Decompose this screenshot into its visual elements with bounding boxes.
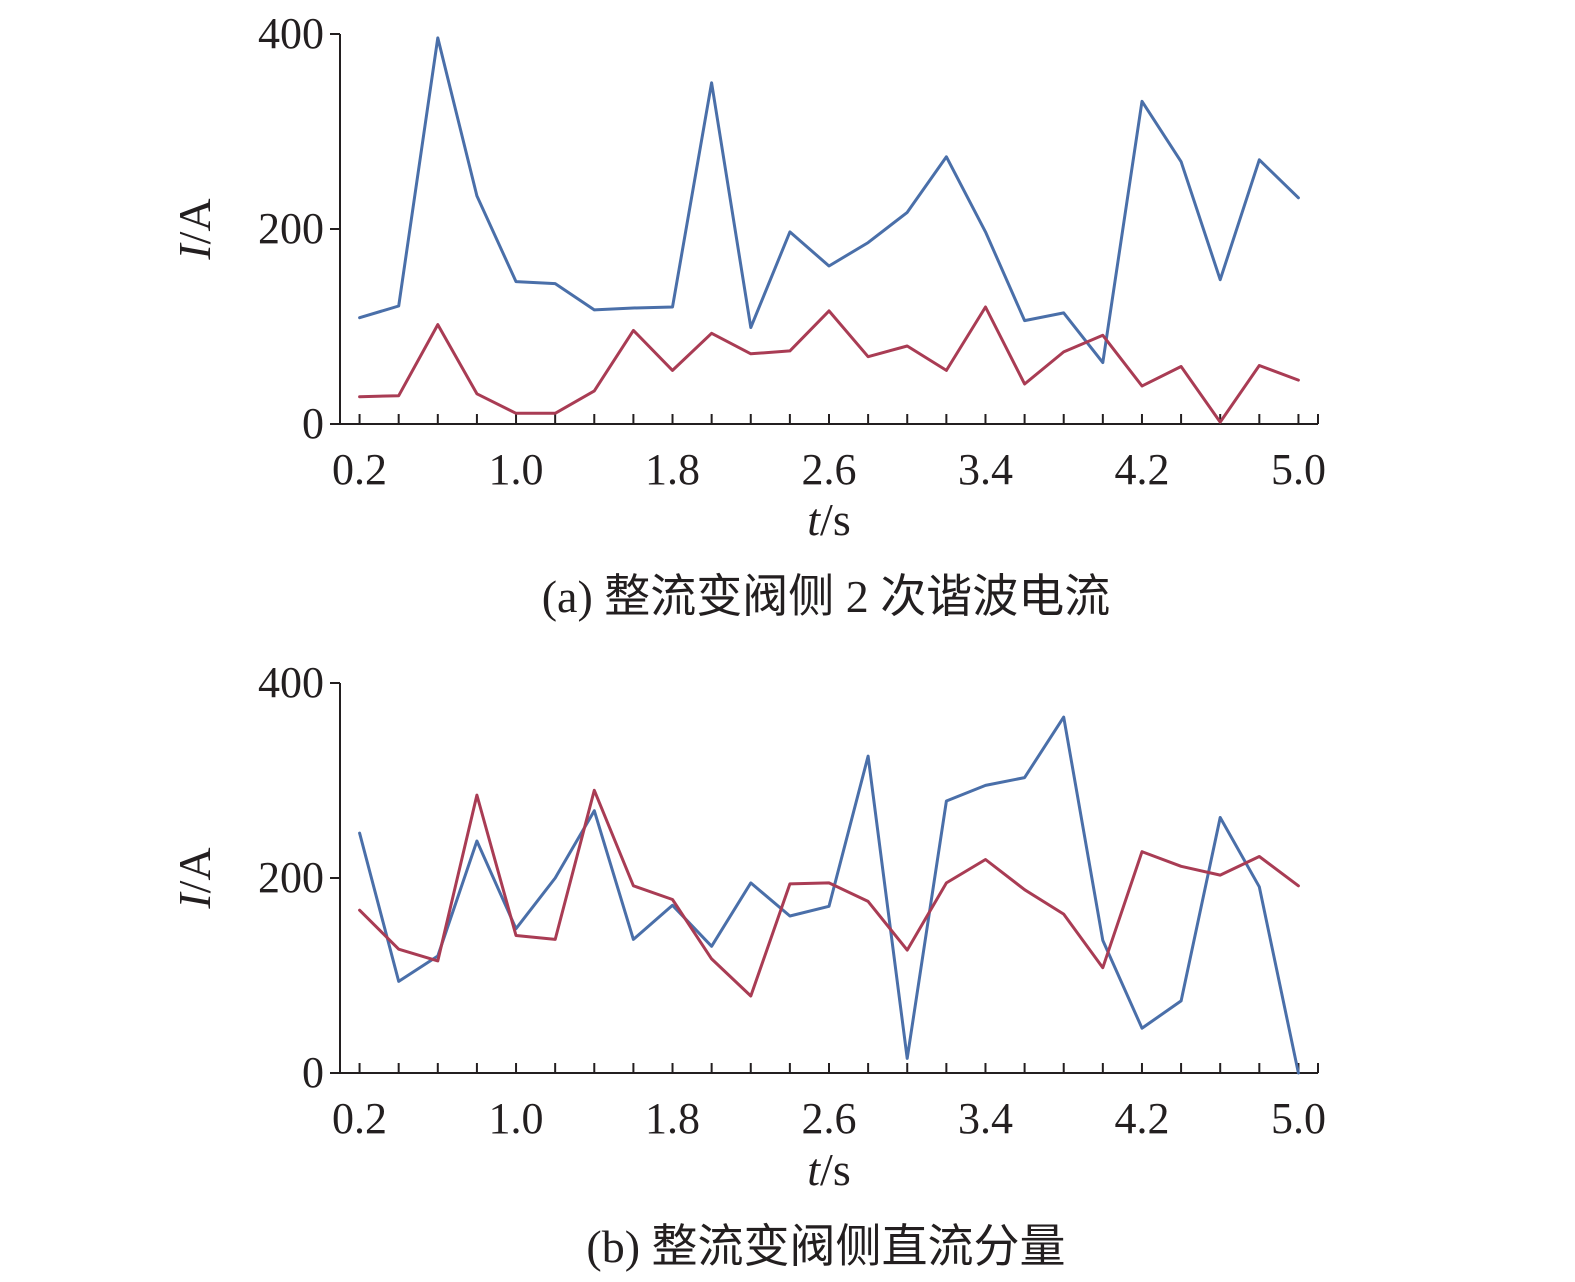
b-x-tick-label: 0.2: [332, 1094, 387, 1143]
a-x-tick-label: 5.0: [1271, 445, 1326, 494]
a-y-tick-label: 0: [302, 399, 324, 448]
b-x-tick-label: 1.0: [489, 1094, 544, 1143]
a-x-tick-label: 1.0: [489, 445, 544, 494]
b-y-tick-label: 200: [258, 853, 324, 902]
a-y-axis-unit: /A: [169, 198, 220, 244]
a-x-tick-label: 4.2: [1114, 445, 1169, 494]
b-caption: (b) 整流变阀侧直流分量: [586, 1221, 1065, 1272]
a-caption: (a) 整流变阀侧 2 次谐波电流: [542, 571, 1111, 622]
a-y-tick-label: 200: [258, 204, 324, 253]
a-x-tick-label: 0.2: [332, 445, 387, 494]
b-x-tick-label: 3.4: [958, 1094, 1013, 1143]
a-y-axis-symbol: I: [169, 242, 220, 261]
a-y-axis-label: I/A: [169, 198, 220, 260]
b-y-axis-unit: /A: [169, 847, 220, 893]
b-y-tick-label: 0: [302, 1048, 324, 1097]
b-series-2-line: [358, 788, 1300, 998]
b-series-1-line: [358, 715, 1300, 1075]
b-x-tick-label: 5.0: [1271, 1094, 1326, 1143]
a-y-tick-label: 400: [258, 9, 324, 58]
chart-a-harmonic-current: 0 200 400 0.2 1.0 1.8 2.6 3.4 4.2 5.0 I/A t/s (a) 整流…: [169, 9, 1326, 622]
b-x-tick-label: 1.8: [645, 1094, 700, 1143]
a-x-axis-symbol: t: [807, 494, 821, 545]
b-x-tick-label: 4.2: [1114, 1094, 1169, 1143]
a-x-tick-label: 3.4: [958, 445, 1013, 494]
a-series-1-line: [358, 36, 1300, 365]
b-x-axis-unit: /s: [820, 1144, 851, 1195]
b-y-axis-symbol: I: [169, 891, 220, 910]
b-y-axis-label: I/A: [169, 847, 220, 909]
b-x-axis-label: t/s: [807, 1144, 850, 1195]
a-x-axis-label: t/s: [807, 494, 850, 545]
b-x-tick-label: 2.6: [802, 1094, 857, 1143]
a-x-axis-unit: /s: [820, 494, 851, 545]
a-series-2-line: [358, 305, 1300, 424]
b-x-axis-symbol: t: [807, 1144, 821, 1195]
a-x-tick-label: 1.8: [645, 445, 700, 494]
chart-b-dc-component: 0 200 400 0.2 1.0 1.8 2.6 3.4 4.2 5.0 I/A t/s (b) 整流…: [169, 658, 1326, 1272]
b-y-tick-label: 400: [258, 658, 324, 707]
a-x-tick-label: 2.6: [802, 445, 857, 494]
